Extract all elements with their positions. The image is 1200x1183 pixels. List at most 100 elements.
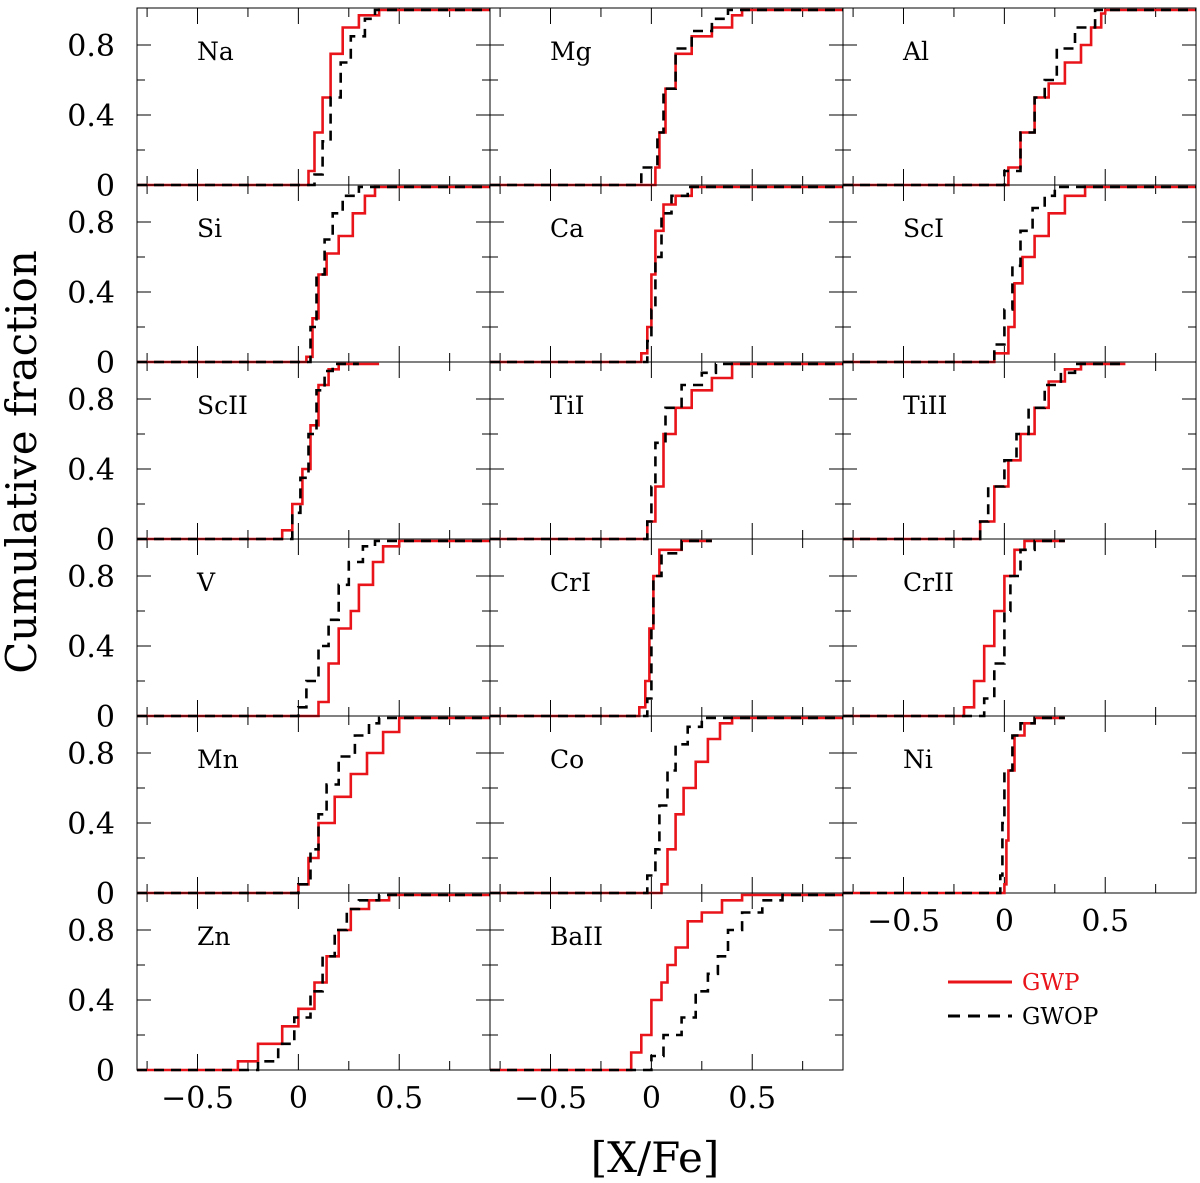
y-tick-label: 0.4 — [67, 807, 115, 842]
panel-co: Co — [489, 715, 844, 895]
x-tick-label: −0.5 — [867, 904, 940, 939]
panel-label-baii: BaII — [550, 922, 603, 951]
series-gwop-mn — [137, 716, 490, 895]
panel-label-cri: CrI — [550, 568, 591, 597]
series-gwp-v — [137, 539, 490, 718]
series-gwp-mg — [490, 8, 843, 187]
legend-gwp-label: GWP — [1022, 970, 1080, 996]
y-tick-label: 0 — [96, 346, 115, 381]
x-tick-label: 0 — [995, 904, 1014, 939]
series-gwop-v — [137, 539, 490, 718]
series-gwp-tii — [490, 362, 843, 541]
y-tick-label: 0 — [96, 1054, 115, 1089]
panel-v: V 0 0.4 0.8 — [67, 538, 491, 735]
y-tick-label: 0.4 — [67, 630, 115, 665]
series-gwop-scii — [137, 362, 359, 541]
panel-mg: Mg — [489, 7, 844, 187]
panel-label-crii: CrII — [903, 568, 954, 597]
panel-ni: Ni — [842, 715, 1197, 895]
panel-cri: CrI — [489, 538, 844, 718]
series-gwop-ni — [843, 716, 1065, 895]
panel-frame — [489, 184, 844, 363]
series-gwop-sci — [843, 185, 1196, 364]
panel-frame — [489, 361, 844, 540]
x-tick-label: −0.5 — [161, 1081, 234, 1116]
panel-tii: TiI — [489, 361, 844, 541]
series-gwop-tii — [490, 362, 843, 541]
x-axis-title: [X/Fe] — [591, 1133, 720, 1182]
panel-label-sci: ScI — [903, 214, 944, 243]
series-gwop-co — [490, 716, 843, 895]
series-gwop-al — [843, 8, 1196, 187]
y-tick-label: 0.8 — [67, 29, 115, 64]
legend: GWP GWOP — [948, 970, 1098, 1030]
x-tick-label: 0.5 — [375, 1081, 423, 1116]
series-gwp-co — [490, 716, 843, 895]
panel-baii: BaII — [489, 892, 844, 1072]
series-gwp-cri — [490, 539, 712, 718]
axis-labels-layer: [X/Fe] Cumulative fraction — [0, 250, 719, 1182]
series-gwop-baii — [490, 893, 843, 1072]
panel-frame — [842, 184, 1197, 363]
panel-label-si: Si — [197, 214, 222, 243]
series-gwop-crii — [843, 539, 1065, 718]
y-axis-title: Cumulative fraction — [0, 250, 46, 674]
panel-crii: CrII — [842, 538, 1197, 718]
y-tick-label: 0 — [96, 169, 115, 204]
y-tick-label: 0.8 — [67, 206, 115, 241]
x-tick-label: 0.5 — [728, 1081, 776, 1116]
y-tick-label: 0.8 — [67, 383, 115, 418]
series-gwop-ca — [490, 185, 843, 364]
x-tick-label: 0.5 — [1081, 904, 1129, 939]
series-gwp-zn — [137, 893, 490, 1072]
panel-label-tii: TiI — [550, 391, 585, 420]
panel-label-mg: Mg — [550, 37, 592, 66]
series-gwop-si — [137, 185, 490, 364]
legend-gwop-label: GWOP — [1022, 1004, 1098, 1030]
panel-na: Na 0 0.4 0.8 — [67, 7, 491, 204]
panel-frame — [842, 715, 1197, 894]
x-tick-label: 0 — [289, 1081, 308, 1116]
panel-frame — [136, 538, 491, 717]
panels-layer: Na 0 0.4 0.8 Mg Al Si 0 0.4 0.8 Ca ScI ScII 0 0.4 0.8 Ti… — [67, 7, 1197, 1116]
series-gwp-scii — [137, 362, 380, 541]
panel-ca: Ca — [489, 184, 844, 364]
y-tick-label: 0.4 — [67, 276, 115, 311]
series-gwop-mg — [490, 8, 843, 187]
x-tick-label: 0 — [642, 1081, 661, 1116]
series-gwp-tiii — [843, 362, 1126, 541]
series-gwp-na — [137, 8, 490, 187]
series-gwp-mn — [137, 716, 490, 895]
panel-label-co: Co — [550, 745, 584, 774]
panel-label-zn: Zn — [197, 922, 230, 951]
panel-frame — [136, 715, 491, 894]
x-tick-label: −0.5 — [514, 1081, 587, 1116]
series-gwp-baii — [490, 893, 843, 1072]
panel-label-v: V — [196, 568, 216, 597]
series-gwop-cri — [490, 539, 712, 718]
panel-zn: Zn 0 0.4 0.8 — [67, 892, 491, 1089]
panel-tiii: TiII — [842, 361, 1197, 541]
series-gwp-si — [137, 185, 490, 364]
series-gwop-na — [137, 8, 490, 187]
series-gwp-crii — [843, 539, 1065, 718]
y-tick-label: 0.8 — [67, 914, 115, 949]
panel-label-scii: ScII — [197, 391, 248, 420]
y-tick-label: 0.4 — [67, 453, 115, 488]
series-gwp-sci — [843, 185, 1196, 364]
series-gwp-ni — [843, 716, 1065, 895]
series-gwop-tiii — [843, 362, 1126, 541]
panel-label-mn: Mn — [197, 745, 239, 774]
y-tick-label: 0 — [96, 700, 115, 735]
y-tick-label: 0.4 — [67, 99, 115, 134]
panel-al: Al — [842, 7, 1197, 187]
panel-si: Si 0 0.4 0.8 — [67, 184, 491, 381]
panel-mn: Mn 0 0.4 0.8 — [67, 715, 491, 912]
panel-label-ca: Ca — [550, 214, 584, 243]
series-gwop-zn — [137, 893, 490, 1072]
panel-frame — [489, 892, 844, 1071]
y-tick-label: 0.8 — [67, 560, 115, 595]
panel-label-al: Al — [902, 37, 929, 66]
y-tick-label: 0 — [96, 877, 115, 912]
